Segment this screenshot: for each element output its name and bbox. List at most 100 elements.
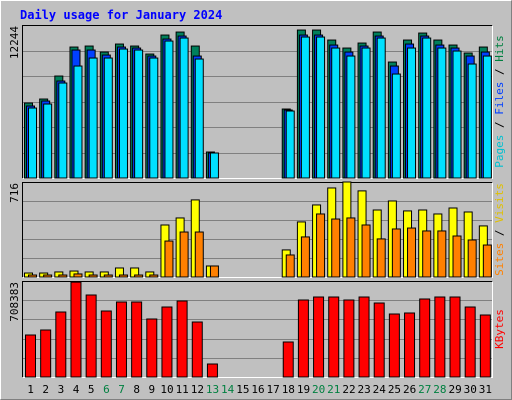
x-tick-label: 17	[267, 383, 280, 396]
bar	[346, 55, 356, 179]
x-tick-label: 5	[88, 383, 95, 396]
bar	[361, 224, 371, 278]
bar	[482, 55, 492, 179]
bar	[164, 240, 174, 278]
bar	[297, 299, 309, 378]
bar	[407, 227, 417, 278]
x-tick-label: 6	[103, 383, 110, 396]
x-tick-label: 13	[206, 383, 219, 396]
legend-entry: KBytes	[493, 309, 506, 349]
bar	[73, 273, 83, 278]
bar	[376, 37, 386, 179]
x-tick-label: 16	[251, 383, 264, 396]
x-tick-label: 14	[221, 383, 235, 396]
bar	[346, 217, 356, 278]
bar	[131, 301, 143, 378]
bar	[40, 329, 52, 378]
bar	[464, 306, 476, 378]
x-tick-label: 18	[282, 383, 295, 396]
bar	[316, 36, 326, 179]
x-tick-label: 8	[133, 383, 140, 396]
bar	[70, 281, 82, 378]
series-legend: Pages / Files / Hits	[493, 35, 506, 168]
bar	[134, 274, 144, 278]
bar	[419, 298, 431, 378]
bar	[282, 341, 294, 378]
plot-border-dark	[22, 25, 493, 179]
bar	[85, 294, 97, 378]
x-tick-label: 24	[373, 383, 387, 396]
bar	[146, 318, 158, 378]
plot-border-dark	[22, 281, 493, 378]
x-tick-label: 12	[191, 383, 204, 396]
plot-border-light	[22, 281, 493, 378]
x-tick-label: 1	[27, 383, 34, 396]
legend-entry: Pages	[493, 135, 506, 168]
x-tick-label: 2	[42, 383, 49, 396]
bar	[376, 238, 386, 278]
legend-entry: Visits	[493, 183, 506, 223]
bar	[331, 218, 341, 278]
bar	[103, 57, 113, 179]
bar	[300, 236, 310, 278]
series-legend: KBytes	[493, 309, 506, 349]
bar	[434, 296, 446, 378]
bar	[191, 321, 203, 378]
bar	[88, 274, 98, 278]
bar	[358, 296, 370, 378]
legend-separator: /	[493, 62, 506, 82]
x-tick-label: 15	[236, 383, 249, 396]
bar	[161, 306, 173, 378]
legend-entry: Hits	[493, 35, 506, 62]
bar	[73, 65, 83, 179]
bar	[328, 296, 340, 378]
bar	[209, 152, 219, 179]
y-max-label: 12244	[8, 26, 21, 59]
x-tick-label: 10	[160, 383, 173, 396]
bar	[58, 82, 68, 179]
bar	[313, 296, 325, 378]
x-tick-label: 3	[58, 383, 65, 396]
bar	[407, 47, 417, 179]
bar	[437, 230, 447, 278]
bar	[103, 274, 113, 278]
x-tick-label: 23	[358, 383, 371, 396]
x-tick-label: 26	[403, 383, 416, 396]
bar	[134, 49, 144, 179]
bar	[404, 312, 416, 378]
legend-entry: Files	[493, 82, 506, 115]
x-tick-label: 27	[418, 383, 431, 396]
bar	[388, 313, 400, 378]
y-max-label: 708383	[8, 282, 21, 322]
legend-separator: /	[493, 223, 506, 243]
x-tick-label: 21	[327, 383, 340, 396]
bar	[176, 300, 188, 378]
series-legend: Sites / Visits	[493, 183, 506, 276]
bar	[479, 314, 491, 378]
plot-border-dark	[22, 182, 493, 278]
x-tick-label: 29	[448, 383, 461, 396]
chart-title: Daily usage for January 2024	[20, 8, 222, 22]
bar	[343, 299, 355, 378]
bar	[452, 235, 462, 278]
bar	[331, 47, 341, 179]
x-tick-label: 4	[73, 383, 80, 396]
x-tick-label: 11	[176, 383, 189, 396]
bar	[164, 40, 174, 179]
x-tick-label: 22	[342, 383, 355, 396]
legend-entry: Sites	[493, 243, 506, 276]
bar	[449, 296, 461, 378]
bar	[467, 239, 477, 278]
bar	[361, 47, 371, 179]
bar	[28, 274, 37, 278]
bar	[149, 57, 159, 179]
bar	[179, 37, 189, 179]
y-max-label: 716	[8, 183, 21, 203]
bar	[467, 63, 477, 179]
bar	[194, 231, 204, 278]
bar	[179, 231, 189, 278]
bar	[149, 274, 159, 278]
bar	[88, 57, 98, 179]
